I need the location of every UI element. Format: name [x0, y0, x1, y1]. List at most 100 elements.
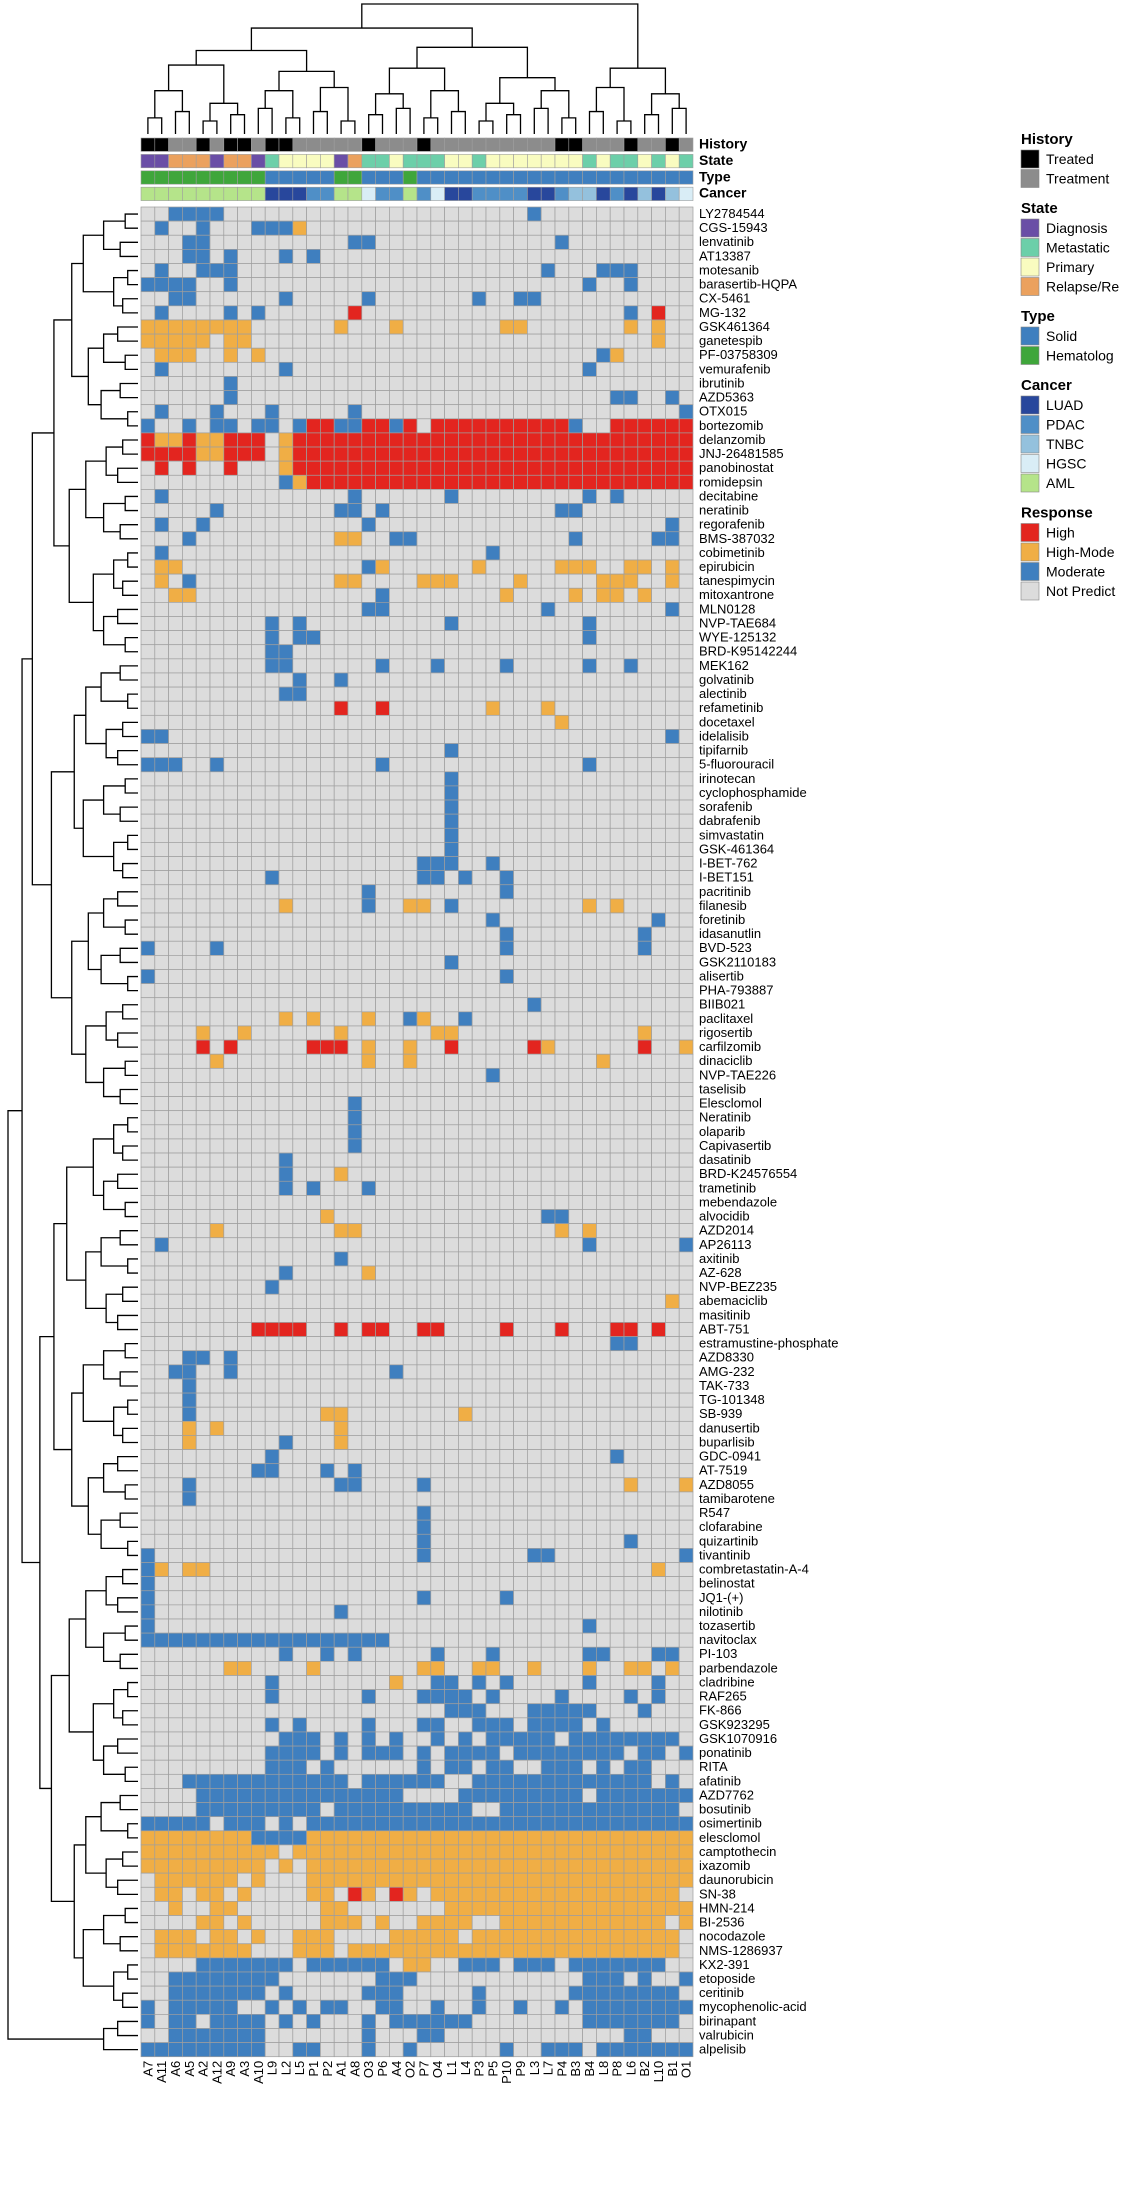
- annotation-cell-state-p4: [554, 154, 570, 169]
- heatmap-cell: [375, 1322, 390, 1337]
- heatmap-cell: [278, 559, 294, 575]
- heatmap-cell: [168, 955, 183, 970]
- heatmap-cell: [471, 1406, 487, 1422]
- heatmap-cell: [168, 220, 183, 236]
- heatmap-cell: [264, 1477, 280, 1493]
- heatmap-cell: [347, 757, 363, 773]
- heatmap-cell: [347, 658, 363, 674]
- heatmap-cell: [471, 1392, 487, 1408]
- heatmap-cell: [609, 517, 625, 533]
- heatmap-cell: [513, 1533, 528, 1549]
- heatmap-cell: [678, 1773, 694, 1789]
- annotation-cell-state-b3: [568, 154, 583, 169]
- heatmap-cell: [471, 1223, 487, 1239]
- heatmap-cell: [458, 376, 473, 391]
- heatmap-cell: [596, 1110, 611, 1126]
- heatmap-cell: [623, 1604, 639, 1620]
- heatmap-cell: [485, 573, 501, 589]
- heatmap-cell: [471, 1364, 487, 1380]
- heatmap-cell: [513, 206, 528, 222]
- heatmap-cell: [292, 1420, 307, 1436]
- heatmap-cell: [609, 1646, 625, 1662]
- heatmap-cell: [182, 1562, 197, 1577]
- heatmap-cell: [678, 997, 694, 1013]
- annotation-cell-cancer-a2: [195, 186, 211, 201]
- heatmap-cell: [596, 827, 611, 843]
- heatmap-cell: [471, 1378, 487, 1394]
- heatmap-cell: [582, 474, 597, 490]
- heatmap-cell: [402, 1533, 418, 1549]
- heatmap-cell: [402, 700, 418, 716]
- heatmap-cell: [347, 418, 363, 434]
- heatmap-cell: [223, 1463, 238, 1479]
- heatmap-cell: [596, 404, 611, 420]
- heatmap-cell: [333, 1378, 349, 1394]
- heatmap-cell: [485, 517, 501, 533]
- heatmap-cell: [333, 1632, 349, 1648]
- heatmap-cell: [430, 729, 445, 744]
- heatmap-cell: [665, 870, 680, 886]
- heatmap-cell: [609, 1802, 625, 1818]
- heatmap-cell: [375, 1308, 390, 1323]
- heatmap-cell: [389, 249, 404, 264]
- heatmap-cell: [292, 912, 307, 928]
- annotation-cell-cancer-b3: [568, 186, 583, 201]
- heatmap-cell: [361, 1618, 376, 1634]
- heatmap-cell: [264, 940, 280, 956]
- heatmap-cell: [223, 1646, 238, 1662]
- heatmap-cell: [223, 418, 238, 434]
- heatmap-cell: [140, 969, 156, 984]
- heatmap-cell: [389, 1420, 404, 1436]
- heatmap-cell: [306, 1646, 321, 1662]
- heatmap-cell: [609, 1759, 625, 1775]
- heatmap-cell: [320, 404, 335, 420]
- heatmap-cell: [333, 1477, 349, 1493]
- heatmap-cell: [665, 644, 680, 660]
- heatmap-cell: [678, 1096, 694, 1112]
- heatmap-cell: [182, 347, 197, 363]
- heatmap-cell: [182, 729, 197, 744]
- heatmap-cell: [389, 319, 404, 335]
- heatmap-cell: [485, 1110, 501, 1126]
- heatmap-cell: [416, 1195, 432, 1210]
- annotation-cell-history-b2: [637, 137, 652, 152]
- heatmap-cell: [209, 827, 225, 843]
- heatmap-cell: [264, 1195, 280, 1210]
- annotation-cell-type-a9: [223, 170, 238, 185]
- heatmap-cell: [223, 1110, 238, 1126]
- heatmap-cell: [527, 1420, 542, 1436]
- heatmap-cell: [513, 1350, 528, 1366]
- heatmap-cell: [568, 1463, 583, 1479]
- heatmap-cell: [251, 1067, 266, 1083]
- heatmap-cell: [609, 1463, 625, 1479]
- heatmap-cell: [292, 1773, 307, 1789]
- heatmap-cell: [182, 630, 197, 646]
- heatmap-cell: [375, 955, 390, 970]
- heatmap-cell: [361, 249, 376, 264]
- heatmap-cell: [540, 1336, 556, 1352]
- heatmap-cell: [596, 1166, 611, 1182]
- dendrogram-branch: [124, 919, 138, 935]
- heatmap-cell: [458, 446, 473, 462]
- heatmap-cell: [361, 926, 376, 942]
- heatmap-cell: [499, 813, 514, 829]
- heatmap-cell: [609, 1011, 625, 1027]
- heatmap-cell: [154, 729, 169, 744]
- heatmap-cell: [168, 1717, 183, 1733]
- heatmap-cell: [499, 644, 514, 660]
- heatmap-cell: [168, 912, 183, 928]
- heatmap-cell: [154, 1548, 169, 1563]
- heatmap-cell: [499, 686, 514, 702]
- heatmap-cell: [554, 573, 570, 589]
- heatmap-cell: [665, 1675, 680, 1690]
- annotation-cell-state-l10: [651, 154, 666, 169]
- heatmap-cell: [485, 1364, 501, 1380]
- heatmap-cell: [471, 870, 487, 886]
- heatmap-cell: [292, 1759, 307, 1775]
- heatmap-cell: [499, 1025, 514, 1041]
- heatmap-cell: [333, 912, 349, 928]
- heatmap-cell: [182, 1420, 197, 1436]
- heatmap-cell: [264, 1435, 280, 1450]
- heatmap-cell: [361, 714, 376, 730]
- heatmap-cell: [665, 1717, 680, 1733]
